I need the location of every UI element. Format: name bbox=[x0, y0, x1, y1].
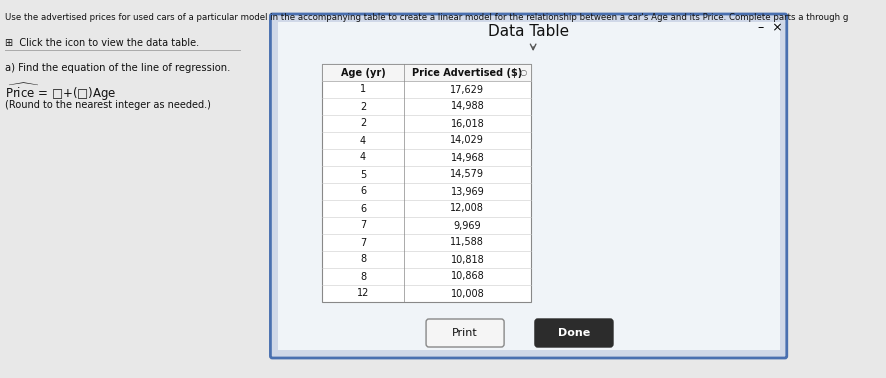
Text: 2: 2 bbox=[360, 118, 366, 129]
FancyBboxPatch shape bbox=[322, 64, 530, 302]
Text: $\widehat{\mathrm{Price}}$ = □+(□)Age: $\widehat{\mathrm{Price}}$ = □+(□)Age bbox=[4, 82, 116, 104]
Text: 7: 7 bbox=[360, 220, 366, 231]
FancyBboxPatch shape bbox=[0, 0, 804, 378]
Text: 1: 1 bbox=[360, 85, 366, 94]
Text: 12: 12 bbox=[356, 288, 369, 299]
Text: Data Table: Data Table bbox=[487, 24, 569, 39]
FancyBboxPatch shape bbox=[425, 319, 503, 347]
Text: 16,018: 16,018 bbox=[450, 118, 484, 129]
Text: Age (yr): Age (yr) bbox=[340, 68, 385, 77]
Text: Print: Print bbox=[452, 328, 478, 338]
FancyBboxPatch shape bbox=[322, 64, 530, 81]
Text: ○: ○ bbox=[519, 68, 526, 77]
Text: 4: 4 bbox=[360, 152, 366, 163]
Text: 8: 8 bbox=[360, 254, 366, 265]
FancyBboxPatch shape bbox=[277, 22, 779, 350]
Text: 2: 2 bbox=[360, 102, 366, 112]
Text: 6: 6 bbox=[360, 203, 366, 214]
Text: 10,868: 10,868 bbox=[450, 271, 484, 282]
Text: 8: 8 bbox=[360, 271, 366, 282]
Text: 12,008: 12,008 bbox=[450, 203, 484, 214]
Text: 14,579: 14,579 bbox=[450, 169, 484, 180]
Text: 5: 5 bbox=[360, 169, 366, 180]
Text: 7: 7 bbox=[360, 237, 366, 248]
Text: 10,818: 10,818 bbox=[450, 254, 484, 265]
Text: 4: 4 bbox=[360, 135, 366, 146]
Text: 6: 6 bbox=[360, 186, 366, 197]
Text: Use the advertised prices for used cars of a particular model in the accompanyin: Use the advertised prices for used cars … bbox=[4, 13, 847, 22]
Text: 14,029: 14,029 bbox=[450, 135, 484, 146]
Text: –  ×: – × bbox=[757, 21, 781, 34]
Text: 17,629: 17,629 bbox=[450, 85, 484, 94]
FancyBboxPatch shape bbox=[270, 14, 786, 358]
Text: 14,988: 14,988 bbox=[450, 102, 484, 112]
Text: a) Find the equation of the line of regression.: a) Find the equation of the line of regr… bbox=[4, 63, 229, 73]
Text: 10,008: 10,008 bbox=[450, 288, 484, 299]
Text: 13,969: 13,969 bbox=[450, 186, 484, 197]
Text: (Round to the nearest integer as needed.): (Round to the nearest integer as needed.… bbox=[4, 100, 210, 110]
FancyBboxPatch shape bbox=[534, 319, 612, 347]
Text: 9,969: 9,969 bbox=[453, 220, 480, 231]
Text: Price Advertised ($): Price Advertised ($) bbox=[412, 68, 522, 77]
Text: ⊞  Click the icon to view the data table.: ⊞ Click the icon to view the data table. bbox=[4, 38, 198, 48]
Text: 14,968: 14,968 bbox=[450, 152, 484, 163]
Text: 11,588: 11,588 bbox=[450, 237, 484, 248]
Text: Done: Done bbox=[557, 328, 589, 338]
